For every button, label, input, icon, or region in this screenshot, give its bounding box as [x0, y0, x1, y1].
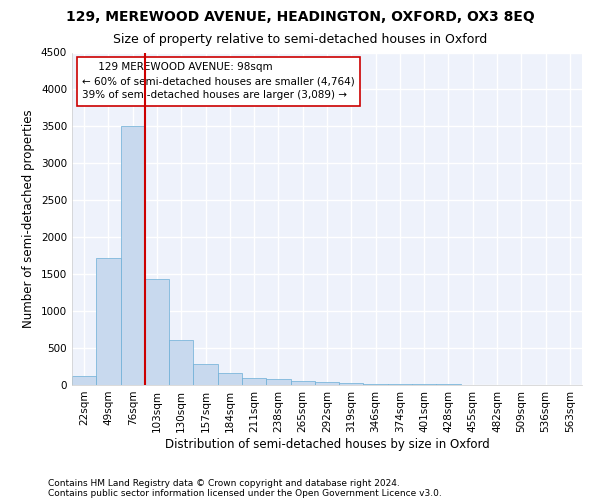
Bar: [290, 380, 315, 385]
Bar: [121, 126, 145, 385]
Bar: [266, 379, 290, 385]
Bar: [169, 340, 193, 385]
Text: 129 MEREWOOD AVENUE: 98sqm
← 60% of semi-detached houses are smaller (4,764)
39%: 129 MEREWOOD AVENUE: 98sqm ← 60% of semi…: [82, 62, 355, 100]
Y-axis label: Number of semi-detached properties: Number of semi-detached properties: [22, 110, 35, 328]
Bar: [96, 258, 121, 385]
Bar: [388, 384, 412, 385]
X-axis label: Distribution of semi-detached houses by size in Oxford: Distribution of semi-detached houses by …: [164, 438, 490, 450]
Bar: [364, 384, 388, 385]
Text: 129, MEREWOOD AVENUE, HEADINGTON, OXFORD, OX3 8EQ: 129, MEREWOOD AVENUE, HEADINGTON, OXFORD…: [65, 10, 535, 24]
Text: Size of property relative to semi-detached houses in Oxford: Size of property relative to semi-detach…: [113, 32, 487, 46]
Bar: [218, 373, 242, 385]
Bar: [339, 383, 364, 385]
Bar: [72, 376, 96, 385]
Text: Contains HM Land Registry data © Crown copyright and database right 2024.: Contains HM Land Registry data © Crown c…: [48, 478, 400, 488]
Bar: [145, 280, 169, 385]
Bar: [193, 364, 218, 385]
Bar: [436, 384, 461, 385]
Bar: [315, 382, 339, 385]
Bar: [412, 384, 436, 385]
Text: Contains public sector information licensed under the Open Government Licence v3: Contains public sector information licen…: [48, 488, 442, 498]
Bar: [242, 378, 266, 385]
